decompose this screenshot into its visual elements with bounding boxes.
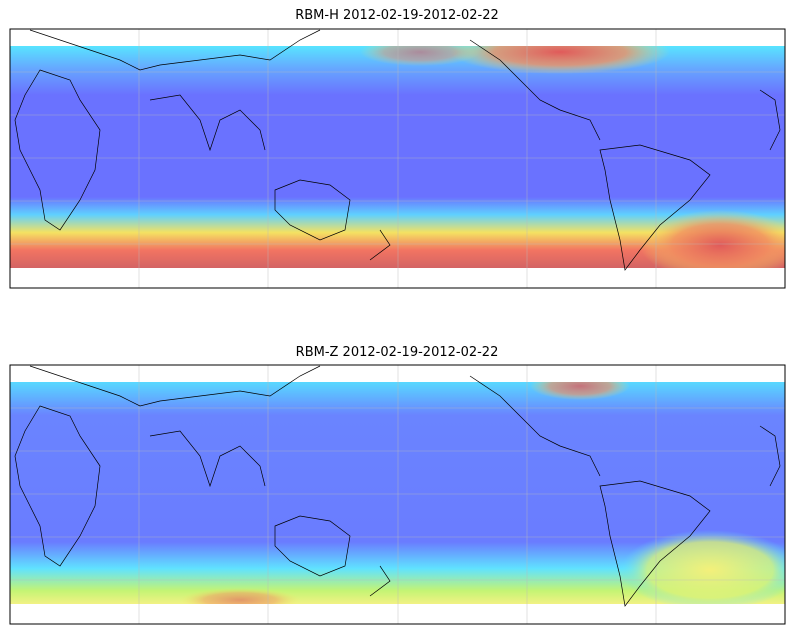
panel: RBM-H 2012-02-19-2012-02-22 (9, 8, 786, 289)
graticule (10, 29, 785, 288)
panel-title: RBM-H 2012-02-19-2012-02-22 (295, 8, 499, 23)
map-field (10, 46, 785, 268)
graticule (10, 365, 785, 624)
frame (9, 28, 786, 289)
frame (9, 364, 786, 625)
panel-title: RBM-Z 2012-02-19-2012-02-22 (296, 345, 499, 360)
panel: RBM-Z 2012-02-19-2012-02-22 (9, 345, 786, 625)
